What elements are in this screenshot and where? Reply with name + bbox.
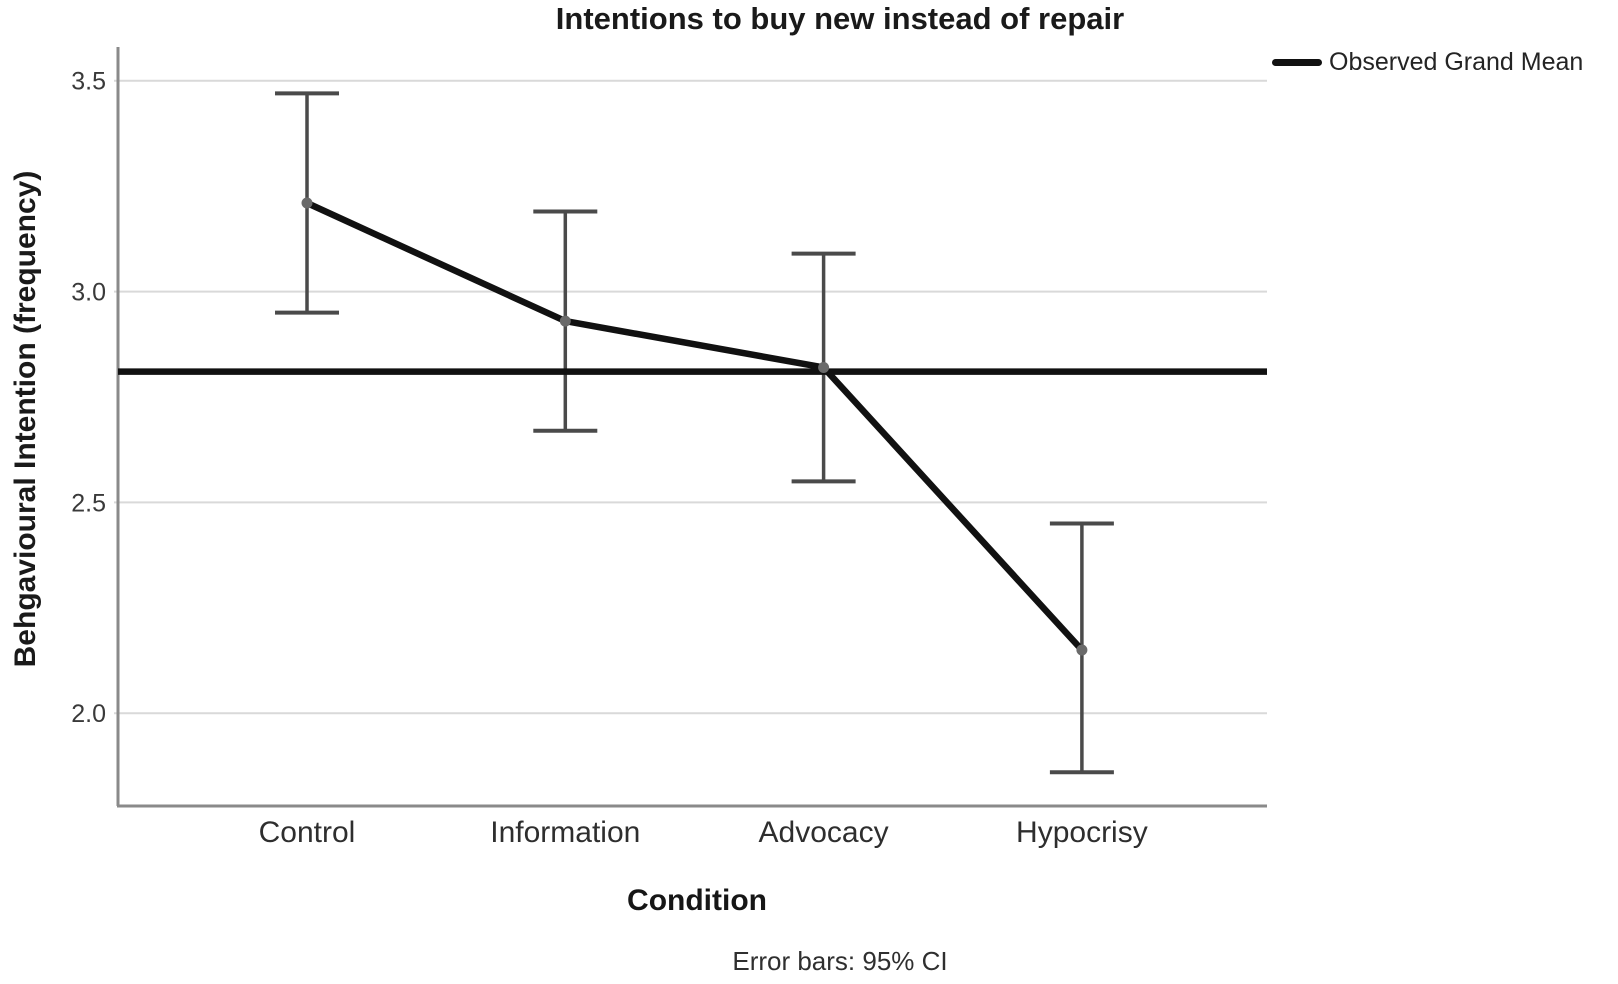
x-category-label: Information: [490, 816, 640, 849]
y-axis-title: Behgavioural Intention (frequency): [9, 170, 42, 668]
x-category-label: Hypocrisy: [1016, 816, 1148, 849]
y-tick-label: 3.5: [71, 68, 106, 96]
chart-title: Intentions to buy new instead of repair: [555, 1, 1125, 36]
data-point-marker: [818, 361, 830, 373]
error-bars-footnote: Error bars: 95% CI: [732, 946, 948, 976]
series-line: [303, 199, 1086, 654]
legend-label: Observed Grand Mean: [1329, 48, 1584, 76]
x-category-label: Advocacy: [759, 816, 889, 849]
data-point-marker: [301, 197, 313, 209]
x-axis-title: Condition: [627, 884, 767, 917]
y-tick-label: 2.0: [71, 700, 106, 728]
x-category-label: Control: [259, 816, 356, 849]
data-point-marker: [1076, 644, 1088, 656]
grand-mean-line-icon: [1272, 59, 1322, 66]
y-tick-label: 2.5: [71, 489, 106, 517]
legend: Observed Grand Mean: [1272, 48, 1583, 77]
data-point-marker: [559, 315, 571, 327]
y-tick-label: 3.0: [71, 279, 106, 307]
